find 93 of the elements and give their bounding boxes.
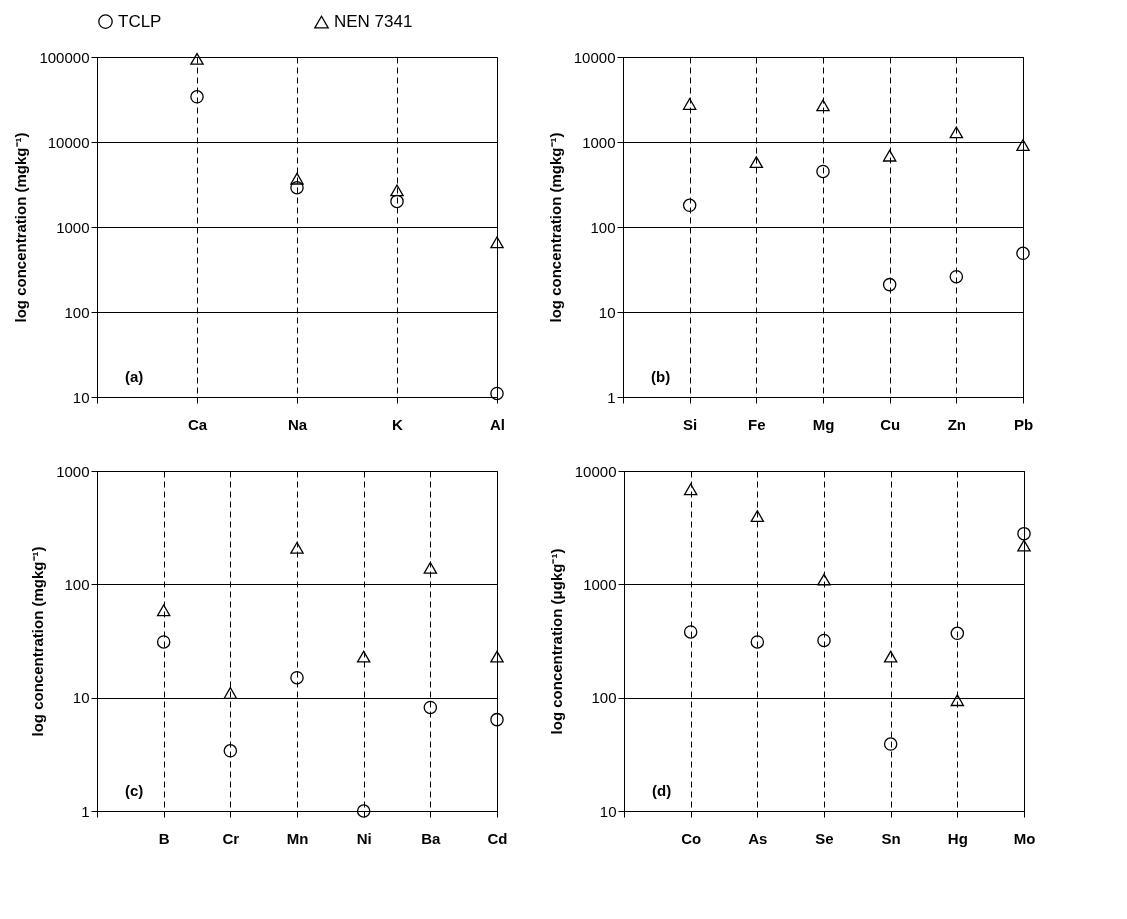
x-tick-label: Mo	[1013, 829, 1036, 847]
point	[683, 625, 698, 639]
x-tick-label: Cd	[487, 829, 508, 847]
point	[949, 269, 964, 284]
point	[749, 156, 764, 169]
point	[882, 277, 897, 292]
point	[882, 149, 897, 162]
x-tick-label: Sn	[881, 829, 901, 847]
x-tick-label: Cr	[222, 829, 240, 847]
x-tick-label: Si	[683, 415, 698, 433]
point	[190, 52, 204, 65]
x-tick-label: Ba	[421, 829, 442, 847]
y-tick-label: 100	[590, 218, 616, 236]
x-tick-label: Zn	[947, 415, 966, 433]
legend-label: TCLP	[118, 11, 162, 31]
point	[817, 573, 831, 586]
point	[750, 510, 765, 523]
point	[390, 194, 404, 209]
point	[390, 184, 404, 197]
point	[883, 737, 898, 751]
point	[290, 172, 304, 185]
point	[423, 561, 438, 574]
y-tick-label: 100000	[39, 48, 90, 66]
x-tick-label: K	[392, 415, 404, 433]
point	[223, 687, 238, 699]
point	[682, 98, 697, 110]
x-tick-label: Al	[490, 415, 505, 433]
point	[1017, 539, 1031, 552]
point	[883, 650, 898, 663]
point	[356, 650, 371, 663]
point	[490, 236, 504, 249]
x-tick-label: B	[158, 829, 170, 847]
annotation: (d)	[652, 782, 672, 799]
point	[816, 164, 830, 179]
point	[949, 126, 964, 139]
y-tick-label: 10	[598, 303, 616, 321]
x-tick-label: Mg	[812, 415, 835, 433]
y-axis-title: log concentration (mgkg⁻¹)	[12, 132, 30, 323]
point	[950, 694, 965, 707]
point	[490, 712, 504, 727]
point	[423, 700, 438, 715]
x-tick-label: Na	[287, 415, 308, 433]
point	[1017, 526, 1031, 541]
point	[223, 744, 238, 758]
x-tick-label: Hg	[947, 829, 968, 847]
x-tick-label: Cu	[880, 415, 901, 433]
point	[156, 604, 171, 617]
annotation: (c)	[125, 782, 144, 799]
point	[190, 90, 204, 104]
y-tick-label: 10000	[573, 48, 616, 66]
point	[1016, 139, 1030, 152]
point	[682, 198, 697, 213]
y-tick-label: 10	[599, 802, 617, 820]
point	[290, 541, 304, 554]
legend-label: NEN 7341	[334, 12, 413, 32]
y-tick-label: 1000	[56, 462, 90, 480]
y-tick-label: 10000	[47, 133, 90, 151]
y-tick-label: 1	[81, 802, 90, 820]
y-tick-label: 1000	[583, 575, 617, 593]
y-tick-label: 10000	[574, 462, 617, 480]
y-axis-title: log concentration (μgkg⁻¹)	[547, 548, 565, 735]
x-tick-label: Ca	[187, 415, 208, 433]
point	[490, 650, 504, 663]
annotation: (b)	[651, 368, 671, 385]
annotation: (a)	[125, 368, 144, 385]
y-tick-label: 1	[607, 388, 616, 406]
x-tick-label: Ni	[356, 829, 372, 847]
point	[156, 635, 171, 649]
point	[816, 99, 830, 112]
y-tick-label: 100	[64, 575, 90, 593]
x-tick-label: Se	[815, 829, 834, 847]
x-tick-label: Co	[681, 829, 702, 847]
point	[490, 386, 504, 401]
y-tick-label: 100	[591, 689, 617, 707]
point	[1016, 246, 1030, 261]
point	[290, 180, 304, 195]
y-tick-label: 1000	[582, 133, 616, 151]
x-tick-label: Fe	[748, 415, 766, 433]
x-tick-label: Pb	[1013, 415, 1034, 433]
y-axis-title: log concentration (mgkg⁻¹)	[29, 546, 47, 737]
point	[290, 670, 304, 685]
x-tick-label: As	[748, 829, 768, 847]
x-tick-label: Mn	[286, 829, 309, 847]
y-tick-label: 10	[72, 689, 90, 707]
point	[683, 483, 698, 496]
y-axis-title: log concentration (mgkg⁻¹)	[546, 132, 564, 323]
y-tick-label: 10	[72, 388, 90, 406]
y-tick-label: 100	[64, 303, 90, 321]
point	[750, 635, 765, 649]
point	[950, 626, 965, 641]
point	[356, 804, 371, 818]
point	[817, 633, 831, 648]
y-tick-label: 1000	[56, 218, 90, 236]
